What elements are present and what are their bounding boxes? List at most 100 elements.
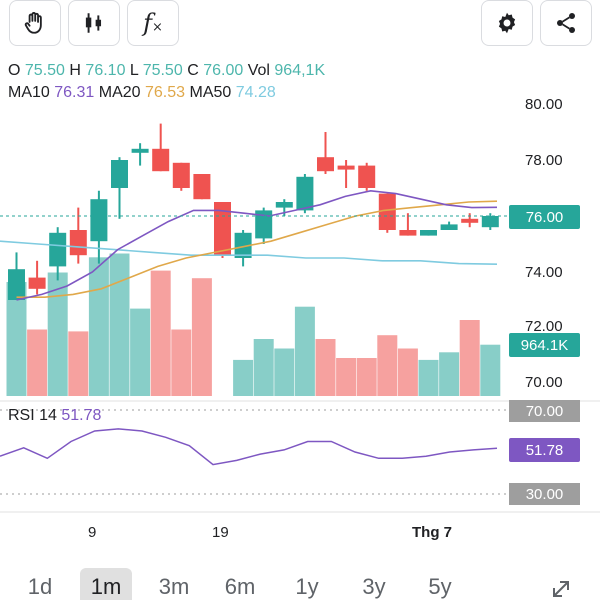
volume-bar xyxy=(377,335,398,396)
candle-body xyxy=(440,224,458,230)
rsi-label: RSI 14 xyxy=(8,407,57,424)
hand-icon xyxy=(24,12,42,34)
candle-body xyxy=(214,202,231,256)
ma50-label: MA50 xyxy=(189,84,232,101)
price-chart[interactable] xyxy=(0,0,600,520)
range-1d-button[interactable]: 1d xyxy=(27,574,53,599)
range-selector: 1d 1m 3m 6m 1y 3y 5y xyxy=(0,568,600,600)
volume-bar xyxy=(397,348,418,396)
date-label: 9 xyxy=(88,524,97,541)
rsi-legend: RSI 14 51.78 xyxy=(8,407,101,425)
volume-bar xyxy=(47,272,68,396)
volume-bar xyxy=(191,278,212,396)
ma50-line xyxy=(0,240,498,265)
candle-body xyxy=(49,232,67,267)
open-value: 75.50 xyxy=(24,62,65,79)
rsi-current-tag: 51.78 xyxy=(509,438,580,462)
expand-icon[interactable] xyxy=(546,576,576,600)
range-6m-button[interactable]: 6m xyxy=(224,574,256,599)
volume-bar xyxy=(150,270,171,396)
rsi-value: 51.78 xyxy=(61,407,102,424)
volume-bar xyxy=(480,344,501,396)
candle-body xyxy=(90,199,108,242)
range-1m-button[interactable]: 1m xyxy=(80,568,132,600)
volume-bar xyxy=(356,358,377,396)
chart-toolbar: f× xyxy=(0,0,600,56)
candle-body xyxy=(8,269,25,300)
volume-bar xyxy=(233,359,254,396)
candle-body xyxy=(337,165,355,170)
candle-body xyxy=(172,162,190,188)
candle-body xyxy=(399,230,417,236)
rsi-line xyxy=(0,428,498,466)
volume-bar xyxy=(109,253,130,396)
ma-legend: MA10 76.31 MA20 76.53 MA50 74.28 xyxy=(8,84,276,102)
volume-bar xyxy=(171,329,192,396)
candle-body xyxy=(317,157,334,172)
volume-bar xyxy=(315,339,336,396)
candle-body xyxy=(296,176,314,211)
volume-bar xyxy=(274,348,295,396)
price-axis-label: 74.00 xyxy=(525,264,563,281)
candle-body xyxy=(420,230,437,236)
volume-bar xyxy=(294,306,315,396)
volume-bar xyxy=(418,359,439,396)
share-icon xyxy=(557,13,575,33)
function-icon: f× xyxy=(143,9,163,37)
candle-body xyxy=(28,277,46,289)
candle-body xyxy=(461,218,479,223)
volume-bar xyxy=(88,257,109,396)
volume-value: 964,1K xyxy=(274,62,326,79)
price-axis-label: 70.00 xyxy=(525,374,563,391)
volume-bar xyxy=(27,329,48,396)
candle-body xyxy=(275,202,293,208)
date-label: 19 xyxy=(212,524,229,541)
open-label: O xyxy=(8,62,21,79)
candle-body xyxy=(131,148,149,153)
candle-body xyxy=(481,216,499,228)
candle-body xyxy=(193,174,211,200)
close-value: 76.00 xyxy=(203,62,244,79)
volume-bar xyxy=(336,358,357,396)
candle-body xyxy=(378,193,396,230)
volume-label: Vol xyxy=(247,62,270,79)
ohlc-legend: O 75.50 H 76.10 L 75.50 C 76.00 Vol 964,… xyxy=(8,62,325,80)
volume-bar xyxy=(68,331,89,396)
price-axis-label: 80.00 xyxy=(525,96,563,113)
ma20-line xyxy=(16,200,498,299)
volume-bar xyxy=(130,308,151,396)
range-1y-button[interactable]: 1y xyxy=(295,574,319,599)
ma20-value: 76.53 xyxy=(145,84,186,101)
low-value: 75.50 xyxy=(142,62,183,79)
low-label: L xyxy=(129,62,139,79)
indicators-button[interactable]: f× xyxy=(127,0,179,46)
hand-tool-button[interactable] xyxy=(9,0,61,46)
candlestick-icon xyxy=(85,13,102,33)
price-axis-label: 72.00 xyxy=(525,318,563,335)
close-label: C xyxy=(187,62,199,79)
range-3y-button[interactable]: 3y xyxy=(362,574,386,599)
settings-button[interactable] xyxy=(481,0,533,46)
volume-bar xyxy=(459,320,480,396)
high-label: H xyxy=(69,62,81,79)
candle-body xyxy=(358,165,376,188)
current-price-tag: 76.00 xyxy=(509,205,580,229)
high-value: 76.10 xyxy=(85,62,126,79)
volume-bar xyxy=(6,282,27,396)
ma10-line xyxy=(16,189,498,301)
ma50-value: 74.28 xyxy=(235,84,276,101)
candle-body xyxy=(69,230,87,256)
chart-type-button[interactable] xyxy=(68,0,120,46)
candle-body xyxy=(255,210,273,239)
current-volume-tag: 964.1K xyxy=(509,333,580,357)
range-3m-button[interactable]: 3m xyxy=(158,574,190,599)
rsi-upper-tag: 70.00 xyxy=(509,400,580,422)
share-button[interactable] xyxy=(540,0,592,46)
volume-bar xyxy=(253,339,274,396)
range-5y-button[interactable]: 5y xyxy=(428,574,452,599)
price-axis-label: 78.00 xyxy=(525,152,563,169)
ma20-label: MA20 xyxy=(98,84,141,101)
ma10-label: MA10 xyxy=(8,84,50,101)
volume-bar xyxy=(439,352,460,396)
date-label: Thg 7 xyxy=(412,524,452,541)
